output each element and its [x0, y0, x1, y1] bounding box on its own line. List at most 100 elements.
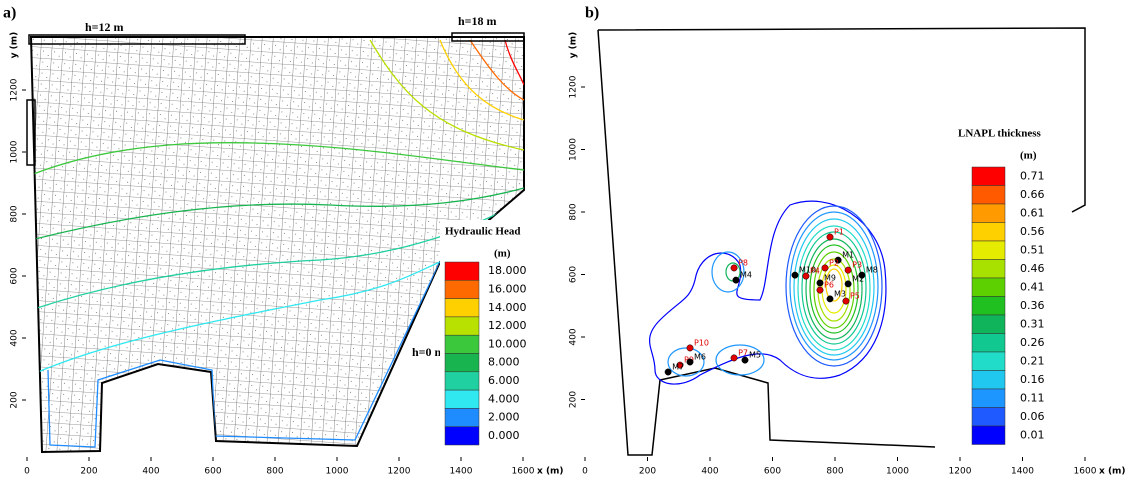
well [842, 297, 850, 305]
boundary-left [26, 99, 36, 166]
well [858, 271, 866, 279]
legend-label: 0.36 [1020, 299, 1045, 312]
annotation: h=12 m [85, 20, 124, 34]
well-label: M7 [672, 363, 684, 372]
well-label: M9 [824, 273, 836, 282]
legend-swatch [444, 316, 480, 336]
well-label: P5 [850, 292, 860, 301]
y-tick-label: 400 [10, 329, 20, 346]
annotation: h=18 m [458, 14, 497, 28]
well [741, 356, 749, 364]
well-label: P6 [824, 281, 834, 290]
legend-swatch [971, 203, 1006, 223]
legend-label: 2.000 [488, 411, 520, 424]
legend-label: 0.46 [1020, 262, 1045, 275]
well [686, 358, 694, 366]
x-tick-label: 200 [80, 467, 97, 477]
legend-swatch [971, 222, 1006, 242]
annotation: h=0 m [412, 345, 445, 359]
legend-label: 0.01 [1020, 428, 1045, 441]
legend-swatch [971, 388, 1006, 408]
x-tick-label: 1000 [886, 467, 909, 477]
legend-swatch [971, 314, 1006, 334]
legend-label: 0.66 [1020, 188, 1045, 201]
x-tick-label: 600 [204, 467, 221, 477]
well [791, 271, 799, 279]
y-axis-label: y (m) [569, 32, 579, 59]
well-label: M1 [842, 251, 854, 260]
legend-swatch [971, 240, 1006, 260]
domain-boundary [597, 27, 1086, 213]
well-label: M8 [866, 266, 878, 275]
legend-label: 8.000 [488, 356, 520, 369]
legend-label: 0.000 [488, 429, 520, 442]
well [834, 256, 842, 264]
legend-swatch [971, 333, 1006, 353]
legend-label: 0.21 [1020, 354, 1045, 367]
panel-label: a) [3, 5, 16, 22]
y-tick-label: 800 [10, 205, 20, 222]
legend-swatch [971, 370, 1006, 390]
well-label: P3 [852, 261, 862, 270]
well [802, 272, 810, 280]
legend-label: 0.11 [1020, 391, 1045, 404]
well [686, 344, 694, 352]
well [826, 295, 834, 303]
legend-label: 0.41 [1020, 280, 1045, 293]
y-tick-label: 1000 [10, 140, 20, 163]
legend-swatch [971, 185, 1006, 205]
well-label: M3 [834, 289, 846, 298]
y-tick-label: 800 [569, 203, 579, 220]
legend-unit: (m) [494, 248, 511, 260]
legend-swatch [444, 280, 480, 299]
x-tick-label: 800 [266, 467, 283, 477]
well-label: M2 [852, 274, 864, 283]
x-tick-label: 600 [764, 467, 781, 477]
legend-label: 0.61 [1020, 206, 1045, 219]
y-tick-label: 600 [569, 266, 579, 283]
x-tick-label: 800 [826, 467, 843, 477]
well [844, 266, 852, 274]
y-tick-label: 1200 [10, 78, 20, 101]
x-axis-label: x (m) [1099, 467, 1126, 477]
legend-swatch [971, 425, 1006, 445]
well-label: M6 [694, 353, 706, 362]
x-tick-label: 0 [582, 467, 588, 477]
head-contours [31, 39, 524, 448]
well [664, 368, 672, 376]
x-tick-label: 1600 [1074, 467, 1097, 477]
legend-label: 0.51 [1020, 243, 1045, 256]
legend-label: 16.000 [488, 282, 527, 295]
legend-title: LNAPL thickness [958, 128, 1042, 140]
x-tick-label: 1200 [949, 467, 972, 477]
y-tick-label: 200 [569, 391, 579, 408]
well [844, 280, 852, 288]
well [821, 264, 829, 272]
legend-swatch [444, 298, 480, 318]
legend-swatch [971, 166, 1006, 186]
well-label: P4 [810, 267, 820, 276]
x-tick-label: 1600 [512, 467, 535, 477]
legend-label: 0.16 [1020, 373, 1045, 386]
well-label: P7 [738, 348, 748, 357]
legend-label: 0.56 [1020, 225, 1045, 238]
well-label: P8 [738, 258, 748, 267]
y-tick-label: 1200 [569, 75, 579, 98]
well-label: M5 [749, 351, 761, 360]
well-label: M10 [799, 266, 816, 275]
well [732, 276, 740, 284]
x-tick-label: 1400 [450, 467, 473, 477]
boundary-h12 [28, 34, 246, 45]
legend-swatch [971, 259, 1006, 279]
well-label: P2 [829, 258, 839, 267]
legend-swatch [444, 353, 480, 373]
legend-swatch [444, 261, 480, 281]
well [730, 264, 738, 272]
legend-label: 0.26 [1020, 336, 1045, 349]
well [730, 354, 738, 362]
x-tick-label: 200 [639, 467, 656, 477]
well-label: P1 [834, 228, 844, 237]
y-tick-label: 1000 [569, 138, 579, 161]
legend-label: 14.000 [488, 301, 527, 314]
